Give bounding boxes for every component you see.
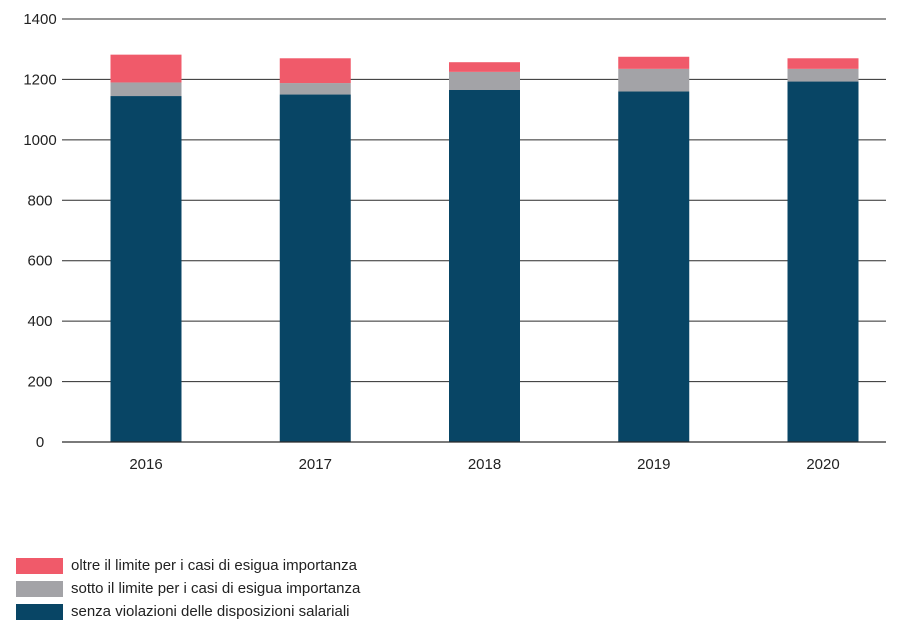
x-tick-label: 2019 bbox=[637, 456, 670, 473]
bar-segment-2018-series-1 bbox=[449, 71, 520, 91]
bar-segment-2016-series-1 bbox=[110, 82, 182, 97]
bar-segment-2018-series-0 bbox=[449, 90, 520, 442]
bar-segment-2016-series-0 bbox=[110, 96, 182, 443]
bar-segment-2018-series-2 bbox=[449, 62, 520, 72]
stacked-bar-chart: 0 200 400 600 800 1000 1200 1400 2016 2017 2018 201… bbox=[23, 11, 886, 473]
bar-segment-2017-series-2 bbox=[279, 58, 351, 84]
bar-segment-2020-series-2 bbox=[787, 58, 859, 69]
legend-swatch bbox=[16, 558, 63, 574]
legend-label: senza violazioni delle disposizioni sala… bbox=[71, 603, 350, 620]
legend-label: oltre il limite per i casi di esigua imp… bbox=[71, 557, 357, 574]
y-tick-label: 200 bbox=[27, 374, 52, 391]
bar-segment-2020-series-1 bbox=[787, 68, 859, 82]
bar-segment-2019-series-1 bbox=[618, 68, 690, 92]
axes: 0 200 400 600 800 1000 1200 1400 2016 2017 2018 201… bbox=[23, 11, 886, 473]
legend-item: sotto il limite per i casi di esigua imp… bbox=[16, 581, 360, 597]
x-tick-label: 2016 bbox=[129, 456, 162, 473]
bar-segment-2016-series-2 bbox=[110, 54, 182, 83]
bar-segment-2017-series-0 bbox=[279, 94, 351, 443]
x-tick-label: 2017 bbox=[299, 456, 332, 473]
bar-segment-2019-series-0 bbox=[618, 91, 690, 442]
bars bbox=[110, 54, 859, 443]
y-tick-label: 0 bbox=[36, 434, 44, 451]
legend-swatch bbox=[16, 604, 63, 620]
legend-item: senza violazioni delle disposizioni sala… bbox=[16, 604, 360, 620]
y-tick-label: 1400 bbox=[23, 11, 56, 28]
y-tick-label: 1200 bbox=[23, 71, 56, 88]
bar-segment-2017-series-1 bbox=[279, 83, 351, 95]
y-tick-label: 400 bbox=[27, 313, 52, 330]
legend-label: sotto il limite per i casi di esigua imp… bbox=[71, 580, 361, 597]
x-tick-label: 2018 bbox=[468, 456, 501, 473]
x-tick-label: 2020 bbox=[806, 456, 839, 473]
y-tick-label: 600 bbox=[27, 253, 52, 270]
legend-item: oltre il limite per i casi di esigua imp… bbox=[16, 558, 360, 574]
bar-segment-2020-series-0 bbox=[787, 81, 859, 442]
chart-legend: oltre il limite per i casi di esigua imp… bbox=[16, 558, 360, 627]
y-tick-label: 1000 bbox=[23, 132, 56, 149]
y-tick-label: 800 bbox=[27, 192, 52, 209]
bar-segment-2019-series-2 bbox=[618, 56, 690, 69]
legend-swatch bbox=[16, 581, 63, 597]
